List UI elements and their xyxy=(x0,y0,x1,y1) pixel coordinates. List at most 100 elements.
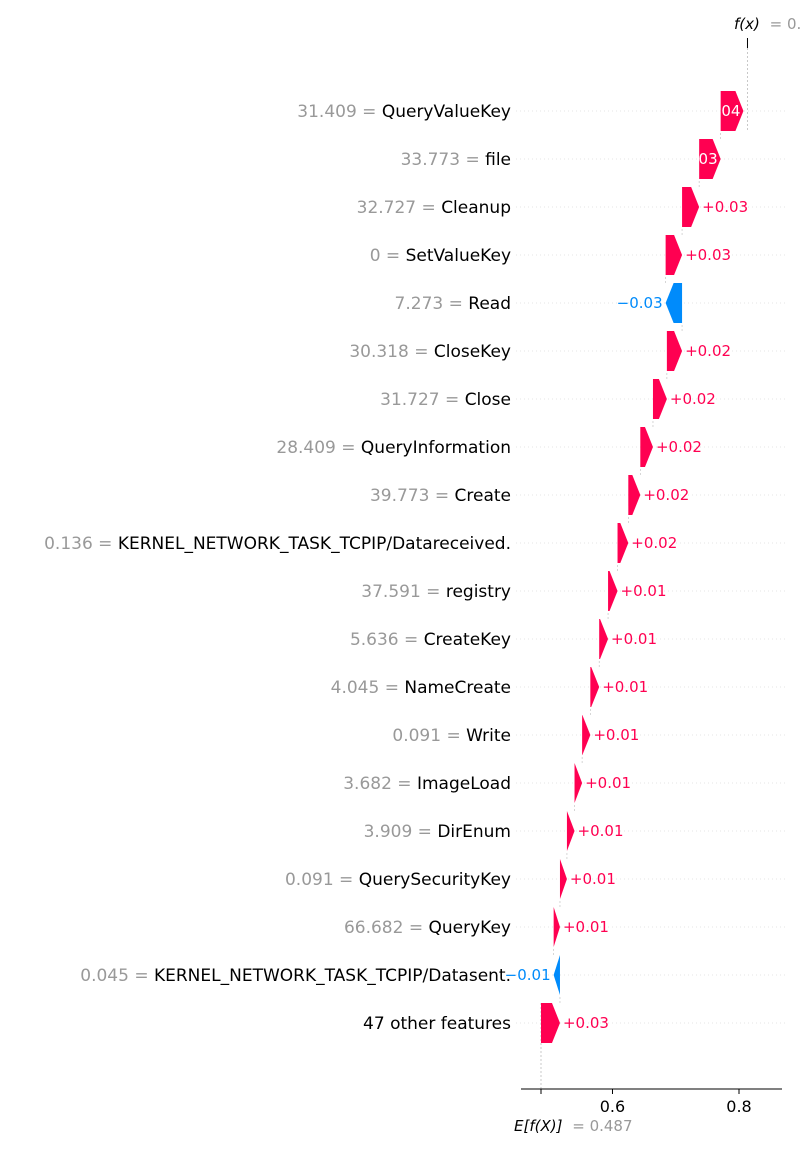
feature-name: KERNEL_NETWORK_TASK_TCPIP/Datareceived. xyxy=(118,534,511,554)
feature-value: 0.136 = xyxy=(44,534,118,554)
contribution-bar xyxy=(553,955,560,995)
feature-name: QuerySecurityKey xyxy=(359,870,511,890)
contribution-bar xyxy=(640,427,653,467)
contribution-bar xyxy=(665,283,683,323)
feature-label: 37.591 = registry xyxy=(361,582,511,602)
feature-name: file xyxy=(485,150,511,170)
feature-name: Cleanup xyxy=(441,198,511,218)
contribution-bar xyxy=(628,475,641,515)
feature-value: 3.682 = xyxy=(343,774,417,794)
base-value-text: = 0.487 xyxy=(572,1117,632,1135)
feature-label: 0.091 = Write xyxy=(392,726,511,746)
contribution-bar xyxy=(665,235,683,275)
contribution-bar xyxy=(553,907,560,947)
feature-value: 66.682 = xyxy=(344,918,429,938)
contribution-label: +0.02 xyxy=(670,390,716,408)
feature-name: Close xyxy=(465,390,511,410)
feature-name: CreateKey xyxy=(424,630,511,650)
contribution-label: −0.01 xyxy=(505,966,551,984)
contribution-label: +0.01 xyxy=(593,726,639,744)
base-value-symbol: E[f(X)] xyxy=(514,1117,563,1135)
feature-label: 3.682 = ImageLoad xyxy=(343,774,511,794)
contribution-label: +0.01 xyxy=(570,870,616,888)
contribution-bars xyxy=(541,91,744,1043)
contribution-label: +0.02 xyxy=(631,534,677,552)
contribution-bar xyxy=(617,523,629,563)
contribution-bar xyxy=(608,571,618,611)
feature-label: 31.727 = Close xyxy=(380,390,511,410)
row-gridlines xyxy=(516,110,785,1024)
contribution-label: +0.03 xyxy=(702,198,748,216)
feature-label: 0.045 = KERNEL_NETWORK_TASK_TCPIP/Datase… xyxy=(80,966,511,986)
feature-label: 33.773 = file xyxy=(401,150,511,170)
contribution-label: +0.01 xyxy=(578,822,624,840)
feature-labels: +0.04 31.409 = QueryValueKey +0.03 33.773 =… xyxy=(44,102,748,1034)
x-tick-label: 0.8 xyxy=(726,1097,751,1116)
contribution-label: +0.02 xyxy=(685,342,731,360)
feature-name: registry xyxy=(446,582,511,602)
feature-label: 28.409 = QueryInformation xyxy=(276,438,511,458)
contribution-label: +0.03 xyxy=(672,150,718,168)
feature-value: 30.318 = xyxy=(349,342,434,362)
feature-label: 31.409 = QueryValueKey xyxy=(297,102,511,122)
feature-label: 3.909 = DirEnum xyxy=(364,822,511,842)
feature-value: 37.591 = xyxy=(361,582,446,602)
contribution-bar xyxy=(574,763,583,803)
feature-label: 47 other features xyxy=(363,1014,511,1034)
contribution-bar xyxy=(566,811,575,851)
x-tick-label: 0.6 xyxy=(600,1097,625,1116)
feature-name: SetValueKey xyxy=(406,246,511,266)
contribution-label: −0.03 xyxy=(617,294,663,312)
contribution-label: +0.01 xyxy=(611,630,657,648)
feature-label: 39.773 = Create xyxy=(370,486,511,506)
contribution-label: +0.04 xyxy=(694,102,740,120)
feature-name: NameCreate xyxy=(404,678,511,698)
contribution-bar xyxy=(682,187,700,227)
contribution-bar xyxy=(666,331,683,371)
feature-name: DirEnum xyxy=(437,822,511,842)
contribution-label: +0.03 xyxy=(563,1014,609,1032)
feature-label: 66.682 = QueryKey xyxy=(344,918,511,938)
output-value-label: f(x) = 0. xyxy=(734,15,800,33)
feature-value: 31.409 = xyxy=(297,102,382,122)
x-axis: 0.6 0.8 xyxy=(521,1088,782,1116)
contribution-bar xyxy=(590,667,600,707)
feature-label: 32.727 = Cleanup xyxy=(357,198,511,218)
feature-name: KERNEL_NETWORK_TASK_TCPIP/Datasent. xyxy=(154,966,511,986)
output-value-symbol: f(x) xyxy=(734,15,760,33)
feature-label: 30.318 = CloseKey xyxy=(349,342,511,362)
contribution-bar xyxy=(652,379,667,419)
base-value-label: E[f(X)] = 0.487 xyxy=(514,1117,633,1135)
contribution-bar xyxy=(559,859,567,899)
contribution-label: +0.02 xyxy=(643,486,689,504)
contribution-bar xyxy=(599,619,609,659)
contribution-bar xyxy=(699,139,721,179)
feature-name: QueryValueKey xyxy=(382,102,511,122)
feature-value: 33.773 = xyxy=(401,150,486,170)
feature-name: QueryInformation xyxy=(361,438,511,458)
feature-label: 5.636 = CreateKey xyxy=(350,630,511,650)
feature-value: 31.727 = xyxy=(380,390,465,410)
feature-value: 39.773 = xyxy=(370,486,455,506)
feature-value: 32.727 = xyxy=(357,198,442,218)
feature-name: QueryKey xyxy=(429,918,512,938)
contribution-label: +0.02 xyxy=(656,438,702,456)
feature-label: 0.136 = KERNEL_NETWORK_TASK_TCPIP/Datare… xyxy=(44,534,511,554)
feature-value: 7.273 = xyxy=(395,294,469,314)
contribution-bar xyxy=(541,1003,560,1043)
contribution-label: +0.03 xyxy=(685,246,731,264)
contribution-label: +0.01 xyxy=(621,582,667,600)
feature-name: Create xyxy=(455,486,512,506)
feature-label: 0 = SetValueKey xyxy=(370,246,511,266)
reference-lines xyxy=(540,38,748,1089)
feature-value: 3.909 = xyxy=(364,822,438,842)
contribution-bar xyxy=(582,715,591,755)
feature-name: ImageLoad xyxy=(417,774,511,794)
feature-name: Write xyxy=(466,726,511,746)
feature-value: 0.045 = xyxy=(80,966,154,986)
feature-name: Read xyxy=(468,294,511,314)
feature-value: 0 = xyxy=(370,246,406,266)
contribution-bar xyxy=(720,91,744,131)
contribution-label: +0.01 xyxy=(585,774,631,792)
feature-label: 4.045 = NameCreate xyxy=(331,678,511,698)
